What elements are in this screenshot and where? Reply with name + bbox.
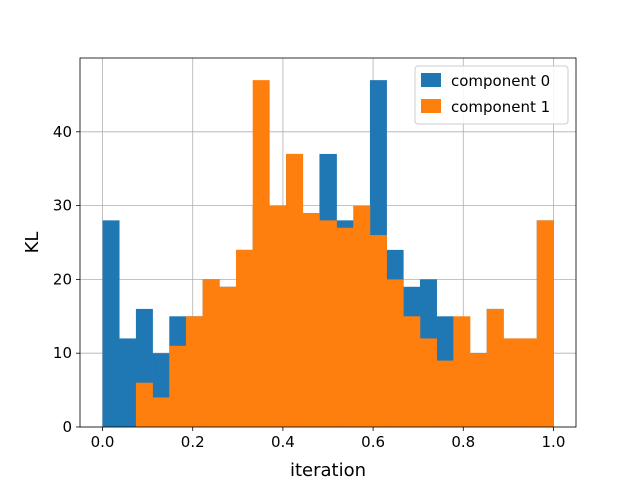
bar-component-1-bin-19 xyxy=(419,338,437,427)
x-tick-label: 0.0 xyxy=(91,433,115,451)
bar-component-1-bin-9 xyxy=(252,80,270,427)
bar-component-1-bin-10 xyxy=(269,205,287,427)
bar-component-1-bin-7 xyxy=(219,286,237,427)
legend-swatch-component-1 xyxy=(421,99,441,113)
y-tick-label: 0 xyxy=(62,418,72,436)
y-tick-label: 40 xyxy=(53,123,72,141)
bar-component-1-bin-21 xyxy=(453,316,471,427)
y-tick-label: 20 xyxy=(53,270,72,288)
bar-component-1-bin-14 xyxy=(336,227,354,427)
x-tick-label: 1.0 xyxy=(542,433,566,451)
bar-component-1-bin-4 xyxy=(169,345,187,427)
legend-label-component-0: component 0 xyxy=(451,72,550,90)
y-tick-label: 10 xyxy=(53,344,72,362)
bar-component-1-bin-11 xyxy=(286,153,304,427)
bar-component-1-bin-26 xyxy=(536,220,554,427)
bar-component-1-bin-6 xyxy=(202,279,220,427)
ticks: 0.0 0.2 0.4 0.6 0.8 1.0 0 10 20 30 40 xyxy=(53,123,565,451)
bar-component-1-bin-12 xyxy=(302,212,320,427)
bar-component-1-bin-18 xyxy=(403,316,421,427)
bar-component-1-bin-16 xyxy=(369,235,387,427)
bar-component-1-bin-20 xyxy=(436,360,454,427)
plot-frame xyxy=(79,57,577,428)
y-axis-label: KL xyxy=(22,232,43,254)
bar-component-1-bin-8 xyxy=(236,249,253,427)
bar-component-1-bin-2 xyxy=(135,382,153,427)
x-tick-label: 0.4 xyxy=(271,433,295,451)
bar-component-1-bin-22 xyxy=(470,353,488,427)
y-tick-label: 30 xyxy=(53,197,72,215)
bar-component-1-bin-17 xyxy=(386,279,404,427)
bars xyxy=(102,80,554,427)
x-tick-label: 0.2 xyxy=(181,433,205,451)
bar-component-1-bin-25 xyxy=(520,338,538,427)
legend-swatch-component-0 xyxy=(421,73,441,87)
bar-component-1-bin-3 xyxy=(152,397,170,427)
bar-component-1-bin-5 xyxy=(185,316,203,427)
bar-component-1-bin-24 xyxy=(503,338,521,427)
bar-component-1-bin-13 xyxy=(319,220,337,427)
x-tick-label: 0.6 xyxy=(361,433,385,451)
bar-component-0-bin-0 xyxy=(102,220,120,427)
legend: component 0 component 1 xyxy=(414,65,569,125)
legend-box xyxy=(414,65,569,125)
bar-component-1-bin-15 xyxy=(353,205,371,427)
bar-component-1-bin-23 xyxy=(486,308,504,427)
legend-label-component-1: component 1 xyxy=(451,98,550,116)
bar-component-0-bin-1 xyxy=(119,338,137,427)
x-axis-label: iteration xyxy=(290,460,366,480)
x-tick-label: 0.8 xyxy=(451,433,475,451)
